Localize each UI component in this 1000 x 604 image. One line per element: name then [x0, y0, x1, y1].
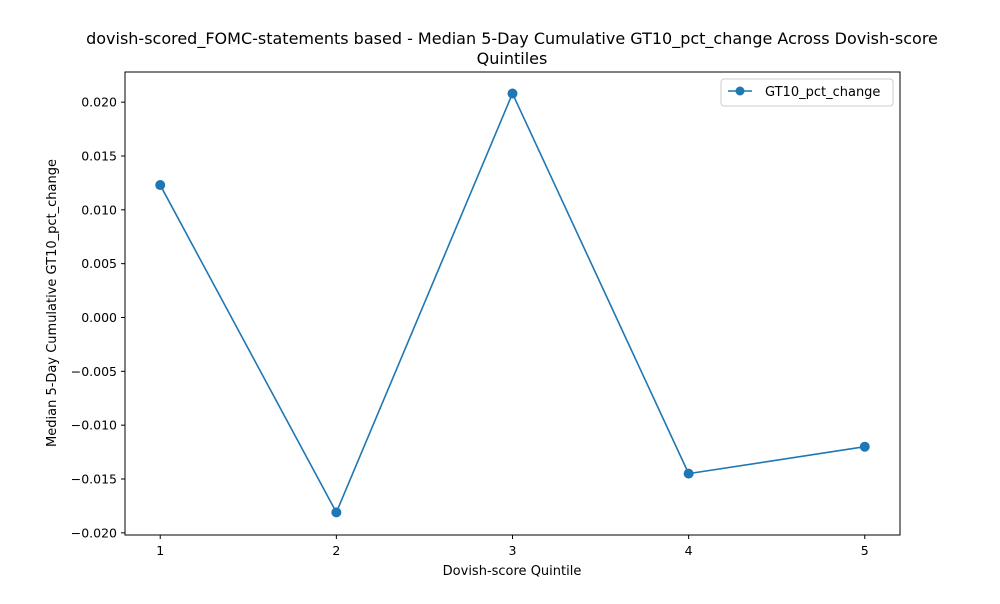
y-tick-label: −0.020	[71, 525, 117, 540]
y-tick-label: −0.005	[71, 364, 117, 379]
y-tick-label: 0.005	[81, 256, 117, 271]
x-tick-label: 5	[861, 543, 869, 558]
legend-box	[720, 78, 894, 107]
plot-area: −0.020 −0.015 −0.010 −0.005 0.000 0.005 0.010 0…	[71, 88, 870, 558]
legend-marker-swatch	[735, 86, 745, 96]
data-point-marker	[683, 468, 694, 479]
data-point-marker	[859, 441, 870, 452]
x-tick-label: 4	[685, 543, 693, 558]
x-tick-label: 3	[509, 543, 517, 558]
legend-entry-label: GT10_pct_change	[765, 85, 880, 100]
y-tick-label: 0.020	[81, 95, 117, 110]
y-tick-label: 0.015	[81, 148, 117, 163]
x-tick-label: 1	[156, 543, 164, 558]
chart-title-line-2: Quintiles	[477, 49, 548, 68]
y-tick-label: 0.000	[81, 310, 117, 325]
y-tick-label: −0.010	[71, 418, 117, 433]
chart-title-line-1: dovish-scored_FOMC-statements based - Me…	[86, 29, 938, 49]
y-tick-label: −0.015	[71, 472, 117, 487]
data-point-marker	[507, 88, 518, 99]
y-tick-label: 0.010	[81, 202, 117, 217]
legend: GT10_pct_change	[720, 78, 894, 107]
x-tick-label: 2	[332, 543, 340, 558]
data-point-marker	[155, 180, 166, 191]
axes-frame	[124, 71, 901, 536]
x-axis-label: Dovish-score Quintile	[443, 564, 582, 579]
y-axis-label: Median 5-Day Cumulative GT10_pct_change	[45, 159, 60, 447]
data-point-marker	[331, 507, 342, 518]
